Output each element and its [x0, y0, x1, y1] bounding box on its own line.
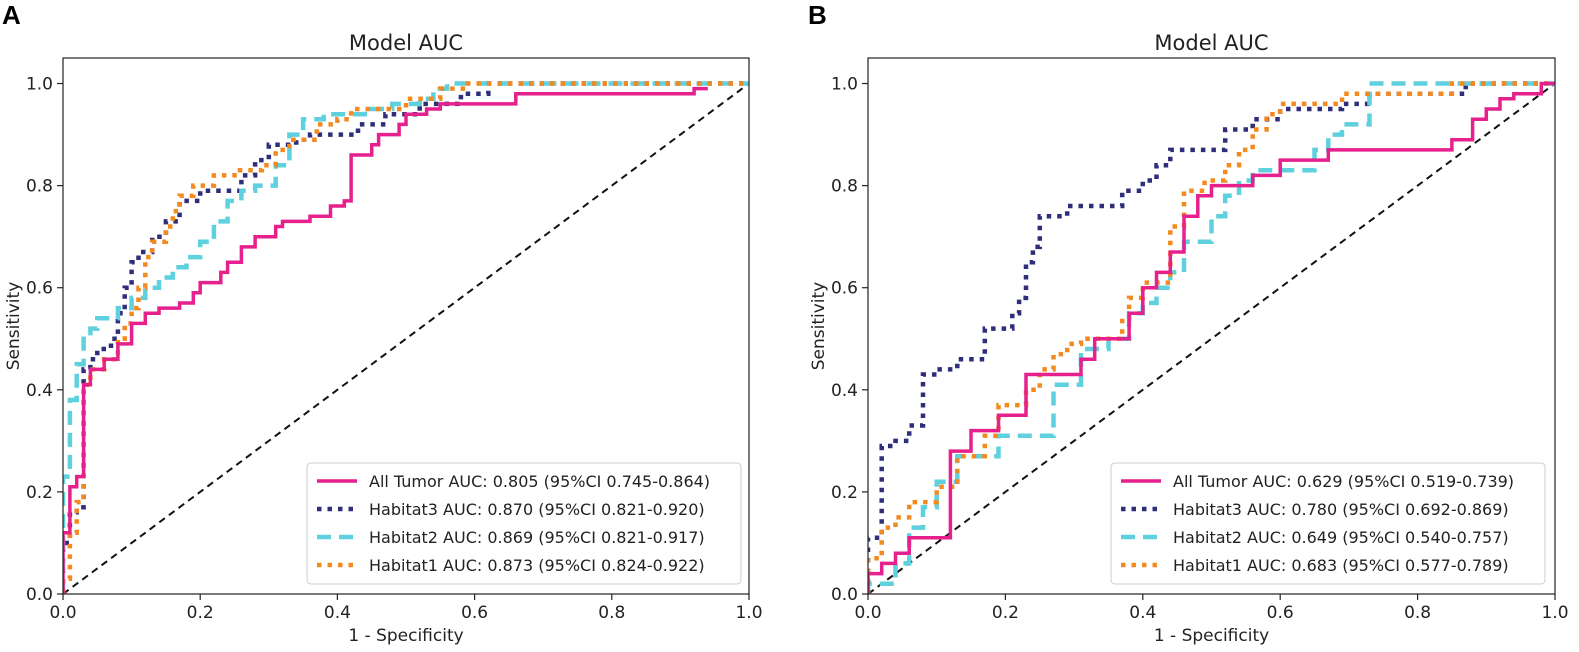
- x-tick-label: 0.6: [461, 603, 488, 623]
- y-tick-label: 0.6: [26, 279, 53, 299]
- y-tick-label: 0.8: [26, 177, 53, 197]
- legend-box: [306, 462, 742, 585]
- plot-frame: [62, 57, 750, 595]
- x-tick-label: 1.0: [735, 603, 762, 623]
- legend: All Tumor AUC: 0.629 (95%CI 0.519-0.739)…: [1110, 462, 1546, 585]
- y-tick-label: 0.0: [831, 585, 858, 605]
- x-tick-label: 0.2: [187, 603, 214, 623]
- legend-entry: All Tumor AUC: 0.805 (95%CI 0.745-0.864): [369, 472, 710, 491]
- x-axis-label: 1 - Specificity: [348, 626, 463, 646]
- x-tick-label: 0.8: [598, 603, 625, 623]
- roc-curve-habitat2: [63, 81, 749, 594]
- x-tick-label: 0.0: [49, 603, 76, 623]
- roc-curve-all-tumor: [868, 81, 1555, 594]
- x-tick-label: 0.2: [992, 603, 1019, 623]
- y-axis-label: Sensitivity: [809, 282, 829, 371]
- roc-curve-habitat3: [63, 81, 749, 594]
- y-tick-label: 0.0: [26, 585, 53, 605]
- roc-curve-habitat3: [868, 81, 1555, 594]
- y-tick-label: 0.2: [26, 483, 53, 503]
- y-axis-label: Sensitivity: [4, 282, 24, 371]
- y-tick-label: 0.8: [831, 177, 858, 197]
- y-tick-label: 0.2: [831, 483, 858, 503]
- x-tick-label: 0.0: [854, 603, 881, 623]
- x-axis-label: 1 - Specificity: [1154, 626, 1269, 646]
- y-tick-label: 1.0: [831, 75, 858, 95]
- chance-diagonal-line: [63, 82, 749, 594]
- roc-panel-a: A Model AUC 0.0 0.2 0.4 0.6 0.8 1.0 0.0 0.2 0.4 0.6…: [2, 0, 763, 646]
- plot-frame: [867, 57, 1556, 595]
- legend-box: [1110, 462, 1546, 585]
- legend-entry: Habitat3 AUC: 0.780 (95%CI 0.692-0.869): [1173, 500, 1509, 519]
- legend-entry: Habitat2 AUC: 0.869 (95%CI 0.821-0.917): [369, 528, 705, 547]
- series-group: [868, 81, 1555, 594]
- x-tick-label: 0.6: [1267, 603, 1294, 623]
- x-tick-label: 1.0: [1541, 603, 1568, 623]
- y-tick-label: 0.4: [831, 381, 858, 401]
- roc-panel-b: B Model AUC 0.0 0.2 0.4 0.6 0.8 1.0 0.0 0.2 0.4 0.6…: [808, 0, 1569, 646]
- chance-diagonal-line: [868, 82, 1555, 594]
- x-tick-label: 0.4: [324, 603, 351, 623]
- y-tick-label: 0.4: [26, 381, 53, 401]
- legend-entry: Habitat1 AUC: 0.683 (95%CI 0.577-0.789): [1173, 556, 1509, 575]
- roc-curve-habitat1: [868, 81, 1555, 594]
- y-tick-label: 0.6: [831, 279, 858, 299]
- legend-entry: All Tumor AUC: 0.629 (95%CI 0.519-0.739): [1173, 472, 1514, 491]
- roc-curve-all-tumor: [63, 86, 708, 594]
- chart-title: Model AUC: [1154, 31, 1268, 55]
- x-tick-label: 0.8: [1404, 603, 1431, 623]
- y-tick-label: 1.0: [26, 75, 53, 95]
- legend: All Tumor AUC: 0.805 (95%CI 0.745-0.864)…: [306, 462, 742, 585]
- panel-letter: B: [808, 0, 827, 30]
- legend-entry: Habitat1 AUC: 0.873 (95%CI 0.824-0.922): [369, 556, 705, 575]
- chart-title: Model AUC: [349, 31, 463, 55]
- legend-entry: Habitat2 AUC: 0.649 (95%CI 0.540-0.757): [1173, 528, 1509, 547]
- series-group: [63, 81, 749, 594]
- legend-entry: Habitat3 AUC: 0.870 (95%CI 0.821-0.920): [369, 500, 705, 519]
- x-tick-label: 0.4: [1129, 603, 1156, 623]
- panel-letter: A: [2, 0, 21, 30]
